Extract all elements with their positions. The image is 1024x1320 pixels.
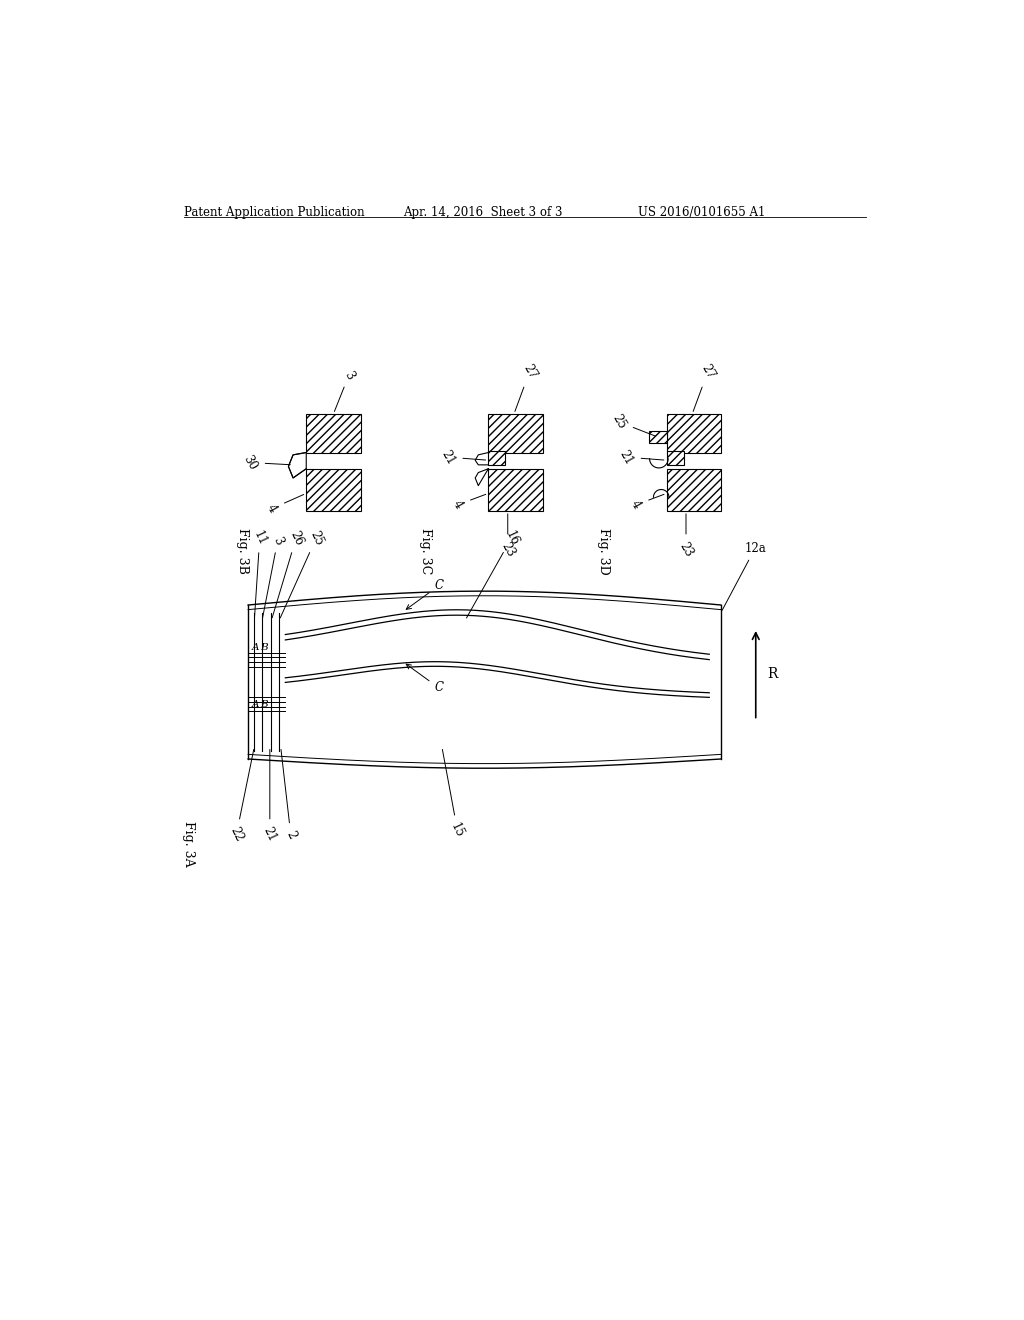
Bar [667, 451, 684, 465]
Text: B: B [260, 700, 267, 709]
Text: 30: 30 [241, 453, 290, 473]
Text: 11: 11 [251, 528, 268, 618]
Text: 27: 27 [515, 362, 539, 412]
Text: 22: 22 [227, 750, 254, 843]
Bar [306, 469, 360, 511]
Text: US 2016/0101655 A1: US 2016/0101655 A1 [638, 206, 765, 219]
Text: Fig. 3D: Fig. 3D [597, 528, 610, 574]
Text: Fig. 3C: Fig. 3C [419, 528, 432, 574]
Text: 21: 21 [617, 447, 664, 467]
Text: 23: 23 [499, 513, 517, 558]
Bar [488, 469, 543, 511]
Text: Apr. 14, 2016  Sheet 3 of 3: Apr. 14, 2016 Sheet 3 of 3 [403, 206, 562, 219]
Text: A: A [252, 700, 260, 709]
Text: Patent Application Publication: Patent Application Publication [183, 206, 365, 219]
Bar [488, 451, 506, 465]
Text: 3: 3 [262, 535, 285, 618]
Bar [306, 414, 360, 453]
Text: 16: 16 [467, 528, 520, 618]
Bar [667, 414, 721, 453]
Text: 21: 21 [438, 447, 485, 467]
Text: 26: 26 [272, 528, 305, 618]
Text: 15: 15 [442, 750, 466, 840]
Text: 4: 4 [451, 494, 485, 511]
Text: R: R [767, 668, 778, 681]
Text: 4: 4 [264, 495, 304, 515]
Text: A: A [252, 643, 260, 652]
Text: 23: 23 [677, 513, 695, 558]
Text: 21: 21 [261, 750, 279, 843]
Text: C: C [407, 579, 443, 610]
Text: 27: 27 [693, 362, 717, 412]
Text: 3: 3 [335, 368, 356, 412]
Bar [667, 469, 721, 511]
Bar [488, 414, 543, 453]
Text: Fig. 3A: Fig. 3A [182, 821, 196, 866]
Text: B: B [260, 643, 267, 652]
Text: 4: 4 [629, 494, 664, 511]
Text: C: C [407, 664, 443, 694]
Text: 25: 25 [281, 528, 326, 618]
Polygon shape [289, 453, 306, 478]
Text: 25: 25 [609, 412, 655, 436]
Text: 12a: 12a [722, 543, 766, 610]
Bar [649, 432, 667, 444]
Text: Fig. 3B: Fig. 3B [237, 528, 250, 574]
Text: 2: 2 [281, 750, 298, 841]
